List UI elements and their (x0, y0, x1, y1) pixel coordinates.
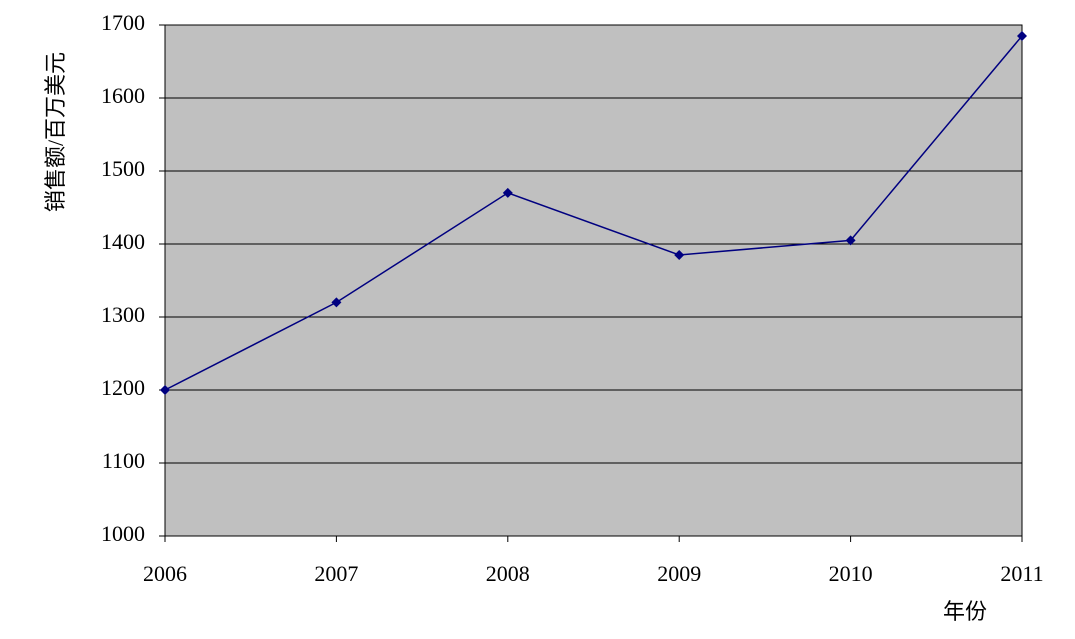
data-point (160, 385, 170, 395)
plot-area (164, 24, 1023, 537)
y-tick-label: 1200 (101, 375, 145, 400)
y-tick-label: 1600 (101, 83, 145, 108)
data-point (331, 297, 342, 308)
x-tick-label: 2011 (1000, 561, 1043, 586)
data-point (1017, 30, 1027, 41)
y-tick-label: 1100 (102, 448, 145, 473)
data-point (845, 235, 856, 246)
y-tick-label: 1400 (101, 229, 145, 254)
x-tick-label: 2008 (486, 561, 530, 586)
x-tick-label: 2010 (829, 561, 873, 586)
x-axis-label: 年份 (943, 599, 987, 624)
y-tick-label: 1300 (101, 302, 145, 327)
x-tick-label: 2009 (657, 561, 701, 586)
x-tick-label: 2007 (314, 561, 358, 586)
x-tick-label: 2006 (143, 561, 187, 586)
data-line (164, 35, 1023, 391)
data-point (502, 187, 513, 198)
data-point (674, 249, 685, 260)
y-axis-label: 销售额/百万美元 (43, 52, 68, 212)
y-tick-label: 1700 (101, 10, 145, 35)
y-tick-label: 1000 (101, 521, 145, 546)
y-tick-label: 1500 (101, 156, 145, 181)
